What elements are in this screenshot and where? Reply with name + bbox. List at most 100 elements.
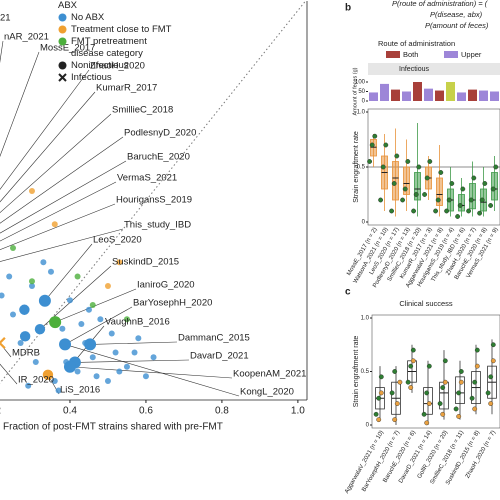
point: [472, 379, 478, 385]
leader-line: [0, 40, 4, 64]
legend-swatch: [58, 13, 67, 22]
annotation: LiS_2016: [60, 385, 100, 396]
leader-line: [0, 181, 117, 242]
bar: [468, 89, 477, 101]
point: [378, 374, 384, 380]
bar: [402, 91, 411, 101]
point: [479, 197, 485, 203]
point: [446, 197, 452, 203]
point: [477, 210, 482, 216]
point: [9, 245, 16, 251]
bar: [424, 88, 433, 101]
bar: [490, 91, 499, 101]
annotation: HourigansS_2019: [116, 195, 192, 206]
x-tick-label: ZhaoH_2020 (n = 7): [465, 430, 497, 480]
annotation: KoopenAM_2021: [233, 369, 306, 380]
x-tick-label: GollR_2020 (n = 20): [417, 430, 449, 480]
legend-item: Infectious: [58, 72, 178, 84]
point: [74, 368, 81, 375]
point: [442, 379, 448, 385]
point: [373, 411, 379, 417]
point: [458, 369, 464, 374]
leader-line: [0, 113, 112, 214]
point: [66, 297, 73, 304]
point: [456, 390, 462, 396]
annotation: SmillieC_2018: [112, 105, 173, 116]
point: [440, 385, 446, 390]
y-axis-label: Strain engraftment rate: [353, 131, 360, 203]
bar: [479, 90, 488, 101]
point: [63, 360, 76, 373]
annotation: PodlesnyD_2020: [124, 128, 196, 139]
leader-line: [0, 51, 40, 157]
annotation: MDRB: [12, 348, 40, 359]
group-label: Infectious: [399, 66, 429, 73]
legend-title: ABX: [58, 0, 78, 11]
point: [453, 406, 459, 412]
point: [383, 142, 389, 148]
chart-title: Clinical success: [399, 299, 453, 308]
point: [457, 203, 463, 208]
point: [9, 311, 16, 318]
leader-line: [44, 243, 93, 301]
point: [42, 369, 54, 381]
point: [416, 164, 422, 170]
point: [433, 208, 438, 214]
point: [28, 188, 35, 194]
bar: [369, 92, 378, 101]
point: [410, 347, 416, 353]
point: [380, 164, 386, 170]
leader-line: [0, 203, 116, 251]
bar: [391, 89, 400, 101]
leader-line: [90, 341, 178, 345]
point: [150, 354, 157, 361]
annotation: nAR_2021: [4, 32, 49, 43]
legend-item: Noninfectious: [58, 60, 178, 72]
point: [19, 304, 30, 315]
point: [59, 325, 66, 332]
point: [108, 330, 115, 337]
point: [397, 379, 403, 385]
legend-swatch: [58, 25, 67, 34]
annotation: This_study_IBD: [124, 220, 191, 231]
group-strip: [368, 63, 500, 75]
point: [405, 159, 411, 164]
point: [74, 273, 81, 280]
x-tick-label: 0.8: [215, 406, 229, 417]
legend-swatch: [386, 51, 400, 58]
point: [411, 208, 416, 214]
legend-label: FMT pretreatment disease category: [71, 36, 147, 59]
point: [6, 273, 13, 280]
leader-line: [64, 344, 240, 397]
point: [40, 259, 47, 266]
point: [405, 379, 411, 385]
point: [435, 197, 441, 203]
point: [0, 292, 5, 299]
point: [367, 159, 372, 164]
annotation: BarYosephH_2020: [133, 298, 212, 309]
point: [426, 401, 432, 406]
point: [490, 358, 496, 364]
point: [112, 349, 119, 356]
point: [59, 338, 72, 351]
y-tick-label: 0.5: [361, 369, 370, 375]
point: [89, 302, 96, 308]
point: [474, 347, 480, 353]
point: [440, 411, 446, 417]
point: [123, 363, 130, 370]
point: [376, 417, 382, 423]
formula: P(disease, abx): [430, 10, 483, 19]
point: [408, 363, 414, 369]
box: [423, 387, 433, 415]
point: [449, 181, 455, 186]
legend-label: Infectious: [71, 72, 112, 83]
point: [460, 186, 466, 192]
point: [17, 340, 24, 346]
point: [392, 417, 398, 423]
leader-line: [0, 136, 124, 224]
point: [424, 175, 430, 181]
annotation: BaruchE_2020: [127, 152, 190, 163]
box: [392, 161, 399, 201]
point: [34, 324, 46, 335]
point: [378, 390, 384, 396]
